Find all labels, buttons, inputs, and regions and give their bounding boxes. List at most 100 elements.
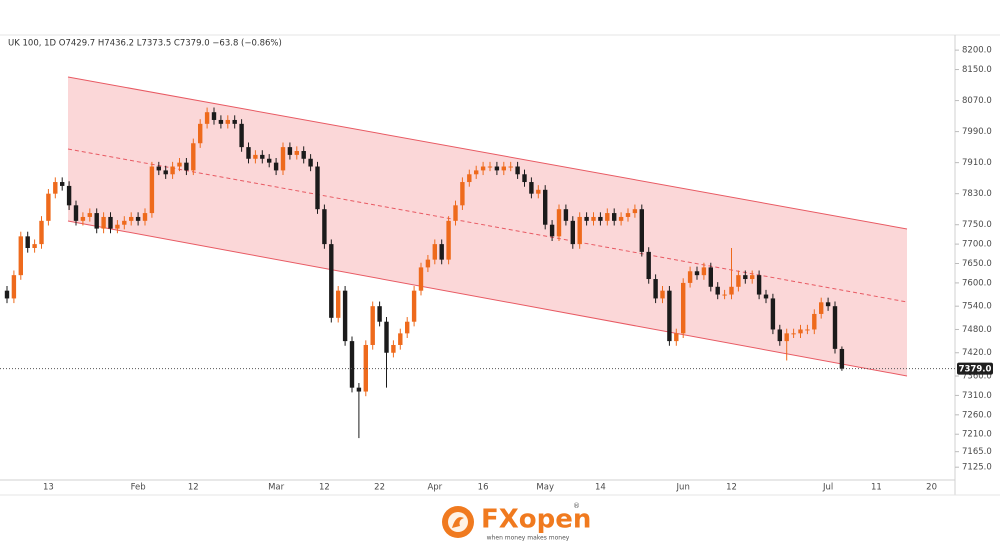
candle-body <box>108 216 113 229</box>
candle-body <box>522 174 527 183</box>
candle-body <box>39 220 44 245</box>
y-tick-label: 7480.0 <box>962 325 992 335</box>
candle-body <box>605 213 610 221</box>
candle-body <box>384 321 389 353</box>
y-tick-label: 7910.0 <box>962 158 992 168</box>
candle-body <box>825 302 831 307</box>
channel-lower <box>67 220 908 377</box>
candle-body <box>391 344 396 353</box>
candle-body <box>674 333 679 342</box>
candle-body <box>18 236 23 276</box>
candle-body <box>570 220 575 245</box>
candle-body <box>632 209 638 214</box>
x-tick-label: May <box>536 483 554 493</box>
y-tick-label: 7210.0 <box>962 430 992 440</box>
x-tick-label: Mar <box>268 483 285 493</box>
y-tick-label: 7990.0 <box>962 127 992 137</box>
candle-body <box>625 213 631 217</box>
y-tick-label: 8150.0 <box>962 65 992 75</box>
candle-body <box>681 282 686 334</box>
candle-body <box>667 290 672 342</box>
logo-text: FXopen <box>481 505 591 535</box>
candle-body <box>460 182 465 206</box>
candle-body <box>4 290 10 299</box>
candle-body <box>87 213 92 217</box>
candle-body <box>53 182 58 194</box>
candle-body <box>25 236 30 248</box>
logo-registered: ® <box>573 502 580 510</box>
candle-body <box>694 271 700 276</box>
candle-body <box>398 333 403 345</box>
candle-body <box>763 294 769 299</box>
candle-body <box>163 170 168 175</box>
candle-body <box>232 119 237 124</box>
candle-body <box>198 123 203 144</box>
candle-body <box>425 259 431 268</box>
candle-body <box>515 166 520 175</box>
candle-body <box>439 244 444 260</box>
candle-body <box>122 220 127 225</box>
candle-body <box>549 224 555 237</box>
candle-body <box>756 275 762 295</box>
candle-body <box>377 306 382 322</box>
x-tick-label: Jun <box>676 483 690 493</box>
candle-body <box>501 166 506 171</box>
candle-body <box>280 147 286 171</box>
candle-body <box>73 205 79 221</box>
candle-body <box>204 112 210 124</box>
candle-body <box>156 166 161 171</box>
candle-body <box>563 209 569 221</box>
candle-body <box>294 151 299 155</box>
x-tick-label: Jul <box>822 483 833 493</box>
candle-body <box>508 166 513 168</box>
candle-body <box>543 189 548 225</box>
candle-body <box>218 119 224 124</box>
candle-body <box>722 294 727 296</box>
candle-body <box>177 162 182 167</box>
candle-body <box>315 166 320 210</box>
candle-body <box>612 213 617 221</box>
y-tick-label: 8070.0 <box>962 96 992 106</box>
candle-body <box>584 216 589 221</box>
logo: FXopen ® when money makes money <box>442 502 591 542</box>
candle-body <box>453 205 458 221</box>
candle-body <box>129 216 134 221</box>
x-tick-label: 12 <box>188 483 199 493</box>
candle-body <box>301 151 306 159</box>
candle-body <box>474 170 479 175</box>
candle-body <box>750 275 755 280</box>
candle-body <box>418 267 424 291</box>
candle-body <box>329 244 334 318</box>
candle-body <box>798 329 803 334</box>
x-tick-label: 14 <box>595 483 606 493</box>
candle-body <box>487 166 493 168</box>
candle-body <box>60 182 65 186</box>
candle-body <box>411 290 417 322</box>
candle-body <box>246 147 251 159</box>
candle-body <box>467 174 472 183</box>
candle-body <box>149 166 155 214</box>
candle-body <box>170 166 175 175</box>
y-tick-label: 7700.0 <box>962 240 992 250</box>
candle-body <box>832 306 838 349</box>
logo-tagline: when money makes money <box>487 535 570 542</box>
y-tick-label: 7360.0 <box>962 372 992 382</box>
candle-body <box>812 313 817 330</box>
y-tick-label: 8200.0 <box>962 46 992 56</box>
candle-body <box>687 271 693 283</box>
candle-body <box>66 185 72 206</box>
candle-body <box>405 321 410 334</box>
candle-body <box>184 162 189 171</box>
candle-body <box>577 216 582 245</box>
candle-body <box>94 213 99 229</box>
y-tick-label: 7310.0 <box>962 391 992 401</box>
candle-body <box>639 209 644 252</box>
x-tick-label: 16 <box>478 483 489 493</box>
y-tick-label: 7600.0 <box>962 278 992 288</box>
y-tick-label: 7750.0 <box>962 220 992 230</box>
x-tick-label: 20 <box>926 483 937 493</box>
x-tick-label: 12 <box>726 483 737 493</box>
x-tick-label: 12 <box>319 483 330 493</box>
candle-body <box>743 275 748 280</box>
